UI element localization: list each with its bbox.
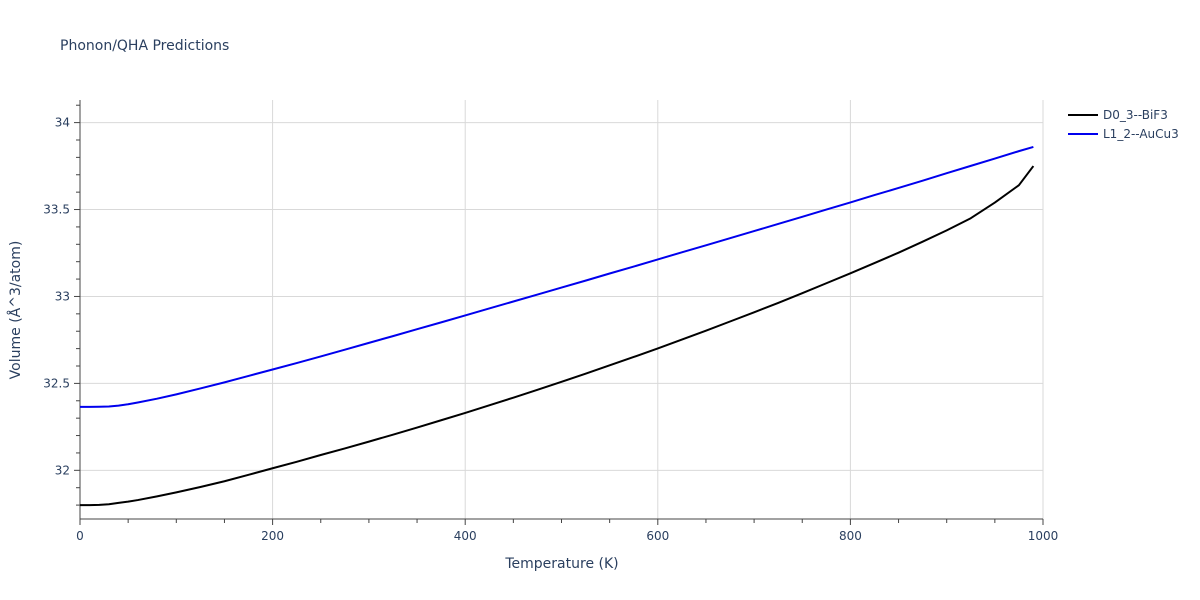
y-axis-title: Volume (Å^3/atom)	[7, 241, 24, 380]
legend-label: D0_3--BiF3	[1103, 108, 1168, 122]
y-tick-label: 33	[55, 289, 70, 303]
x-tick-label: 400	[454, 529, 477, 543]
y-tick-label: 32.5	[43, 376, 70, 390]
y-tick-label: 33.5	[43, 203, 70, 217]
series-lines	[80, 145, 1035, 507]
x-axis-title: Temperature (K)	[504, 556, 618, 572]
x-tick-label: 600	[646, 529, 669, 543]
x-tick-label: 0	[76, 529, 84, 543]
legend-item-2[interactable]: L1_2--AuCu3	[1068, 127, 1179, 141]
series-line-2	[80, 145, 1034, 408]
legend-item-1[interactable]: D0_3--BiF3	[1068, 108, 1168, 122]
series-line-1	[80, 165, 1035, 507]
legend[interactable]: D0_3--BiF3 L1_2--AuCu3	[1068, 108, 1179, 141]
y-tick-label: 34	[55, 116, 70, 130]
x-tick-label: 1000	[1028, 529, 1059, 543]
y-tick-label: 32	[55, 463, 70, 477]
chart-title: Phonon/QHA Predictions	[60, 38, 229, 54]
legend-label: L1_2--AuCu3	[1103, 127, 1179, 141]
axes: 0 200 400 600 800 1000 32 32.5 33 33.5 34	[43, 100, 1058, 543]
x-tick-label: 200	[261, 529, 284, 543]
grid-lines	[80, 100, 1044, 519]
x-tick-label: 800	[839, 529, 862, 543]
